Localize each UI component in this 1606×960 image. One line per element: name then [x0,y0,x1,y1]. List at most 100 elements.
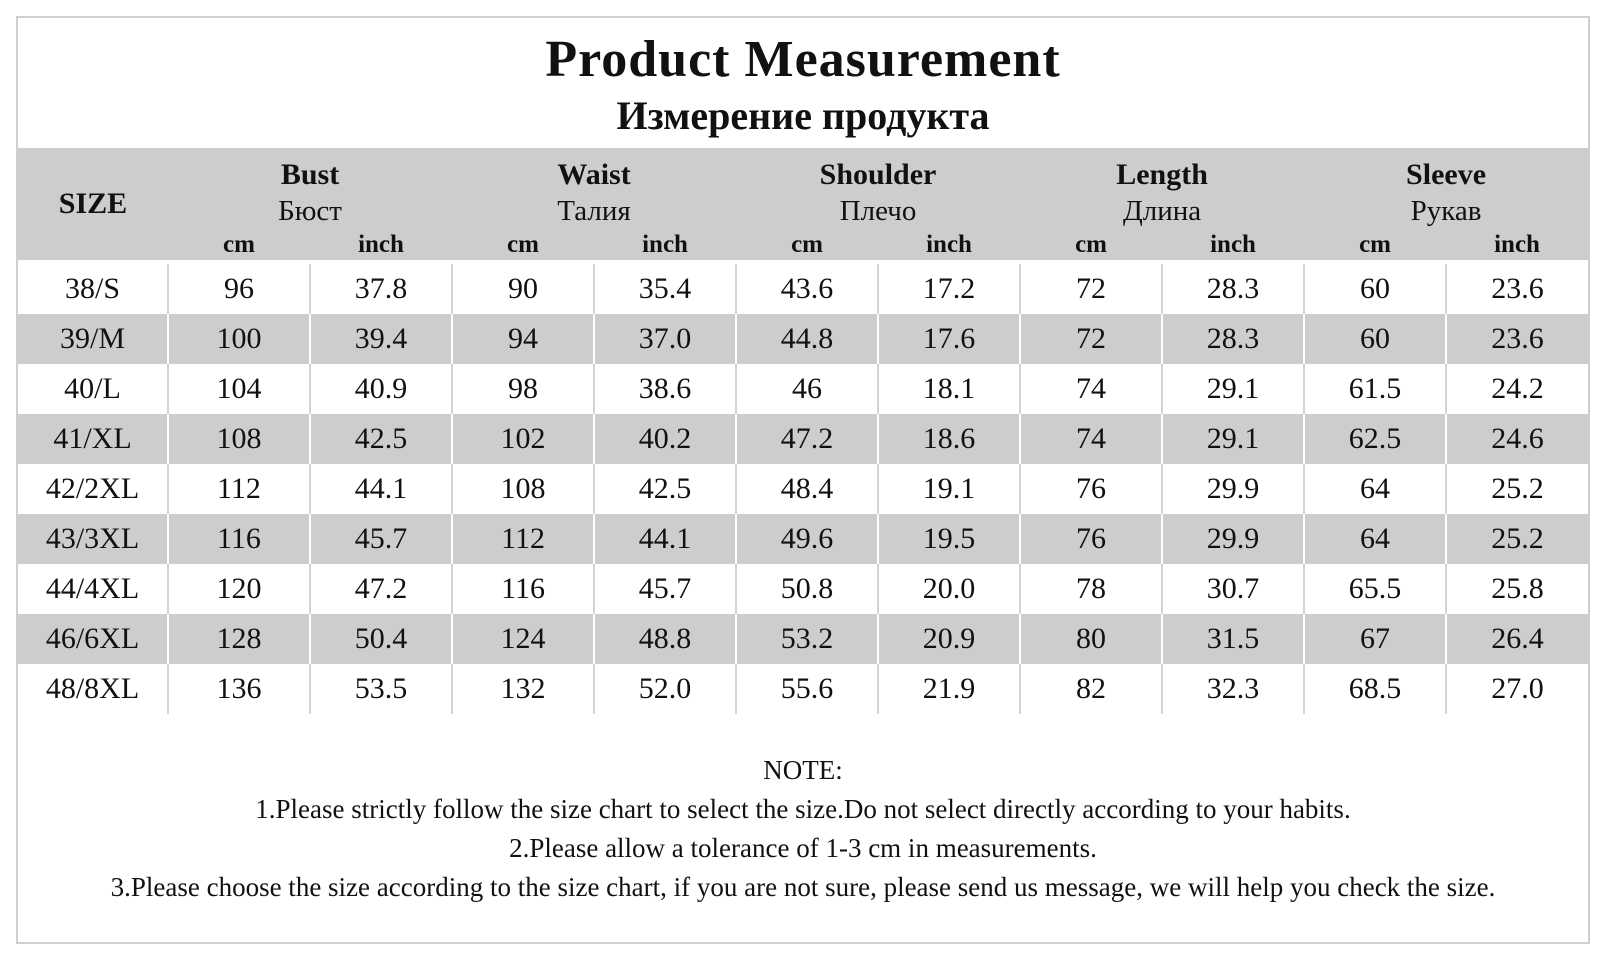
value-cell: 29.1 [1162,414,1306,464]
value-cell: 24.2 [1446,364,1589,414]
table-row: 44/4XL 120 47.2 116 45.7 50.8 20.0 78 30.7 65.5 25… [18,564,1589,614]
value-cell: 61.5 [1304,364,1448,414]
value-cell: 30.7 [1162,564,1306,614]
value-cell: 20.9 [878,614,1022,664]
value-cell: 74 [1020,364,1164,414]
value-cell: 49.6 [736,514,880,564]
size-cell: 48/8XL [18,664,169,714]
value-cell: 17.6 [878,314,1022,364]
table-row: 38/S 96 37.8 90 35.4 43.6 17.2 72 28.3 60 23.6 [18,264,1589,314]
value-cell: 45.7 [594,564,738,614]
table-row: 40/L 104 40.9 98 38.6 46 18.1 74 29.1 61.5 24.2 [18,364,1589,414]
value-cell: 27.0 [1446,664,1589,714]
table-row: 43/3XL 116 45.7 112 44.1 49.6 19.5 76 29.9 64 25.2 [18,514,1589,564]
value-cell: 25.8 [1446,564,1589,614]
value-cell: 108 [452,464,596,514]
header-sleeve-ru: Рукав [1304,192,1589,230]
size-cell: 43/3XL [18,514,169,564]
value-cell: 47.2 [310,564,454,614]
unit-cm: cm [168,230,310,260]
value-cell: 40.9 [310,364,454,414]
value-cell: 18.6 [878,414,1022,464]
size-chart-card: Product Measurement Измерение продукта S… [16,16,1590,944]
header-shoulder-ru: Плечо [736,192,1021,230]
measurement-table: SIZE Bust Waist Shoulder Length Sleeve Б… [18,148,1589,714]
value-cell: 50.4 [310,614,454,664]
table-row: 39/M 100 39.4 94 37.0 44.8 17.6 72 28.3 60 23.6 [18,314,1589,364]
value-cell: 45.7 [310,514,454,564]
header-shoulder: Shoulder [736,148,1021,192]
value-cell: 31.5 [1162,614,1306,664]
value-cell: 32.3 [1162,664,1306,714]
value-cell: 108 [168,414,311,464]
table-row: 48/8XL 136 53.5 132 52.0 55.6 21.9 82 32.3 68.5 27… [18,664,1589,714]
value-cell: 37.8 [310,264,454,314]
size-cell: 38/S [18,264,169,314]
value-cell: 38.6 [594,364,738,414]
value-cell: 60 [1304,314,1448,364]
value-cell: 43.6 [736,264,880,314]
note-item-3: 3.Please choose the size according to th… [110,872,1496,902]
value-cell: 23.6 [1446,314,1589,364]
value-cell: 28.3 [1162,264,1306,314]
value-cell: 80 [1020,614,1164,664]
value-cell: 74 [1020,414,1164,464]
value-cell: 60 [1304,264,1448,314]
value-cell: 19.5 [878,514,1022,564]
value-cell: 48.4 [736,464,880,514]
size-cell: 40/L [18,364,169,414]
value-cell: 112 [168,464,311,514]
value-cell: 116 [452,564,596,614]
value-cell: 24.6 [1446,414,1589,464]
value-cell: 65.5 [1304,564,1448,614]
value-cell: 104 [168,364,311,414]
value-cell: 62.5 [1304,414,1448,464]
value-cell: 94 [452,314,596,364]
value-cell: 21.9 [878,664,1022,714]
note-item-2: 2.Please allow a tolerance of 1-3 cm in … [509,833,1097,863]
value-cell: 132 [452,664,596,714]
value-cell: 64 [1304,464,1448,514]
value-cell: 90 [452,264,596,314]
value-cell: 78 [1020,564,1164,614]
page-subtitle: Измерение продукта [616,93,990,138]
page-title: Product Measurement [545,31,1061,88]
size-column-header: SIZE [18,148,168,260]
value-cell: 82 [1020,664,1164,714]
value-cell: 29.9 [1162,464,1306,514]
value-cell: 44.1 [594,514,738,564]
value-cell: 42.5 [594,464,738,514]
value-cell: 120 [168,564,311,614]
table-header: SIZE Bust Waist Shoulder Length Sleeve Б… [18,148,1589,264]
value-cell: 25.2 [1446,464,1589,514]
note-heading: NOTE: [763,755,843,785]
value-cell: 29.9 [1162,514,1306,564]
unit-cm: cm [452,230,595,260]
value-cell: 102 [452,414,596,464]
value-cell: 29.1 [1162,364,1306,414]
value-cell: 17.2 [878,264,1022,314]
note-item-1: 1.Please strictly follow the size chart … [255,794,1351,824]
header-waist-ru: Талия [452,192,737,230]
value-cell: 28.3 [1162,314,1306,364]
value-cell: 116 [168,514,311,564]
unit-inch: inch [1446,230,1589,260]
value-cell: 68.5 [1304,664,1448,714]
header-waist: Waist [452,148,737,192]
value-cell: 53.2 [736,614,880,664]
value-cell: 35.4 [594,264,738,314]
header-spacer [18,260,1589,264]
value-cell: 136 [168,664,311,714]
value-cell: 42.5 [310,414,454,464]
header-length: Length [1020,148,1305,192]
header-bust-ru: Бюст [168,192,453,230]
value-cell: 40.2 [594,414,738,464]
table-row: 41/XL 108 42.5 102 40.2 47.2 18.6 74 29.1 62.5 24.… [18,414,1589,464]
value-cell: 52.0 [594,664,738,714]
value-cell: 44.1 [310,464,454,514]
value-cell: 64 [1304,514,1448,564]
size-cell: 42/2XL [18,464,169,514]
header-length-ru: Длина [1020,192,1305,230]
unit-cm: cm [736,230,879,260]
unit-cm: cm [1304,230,1447,260]
